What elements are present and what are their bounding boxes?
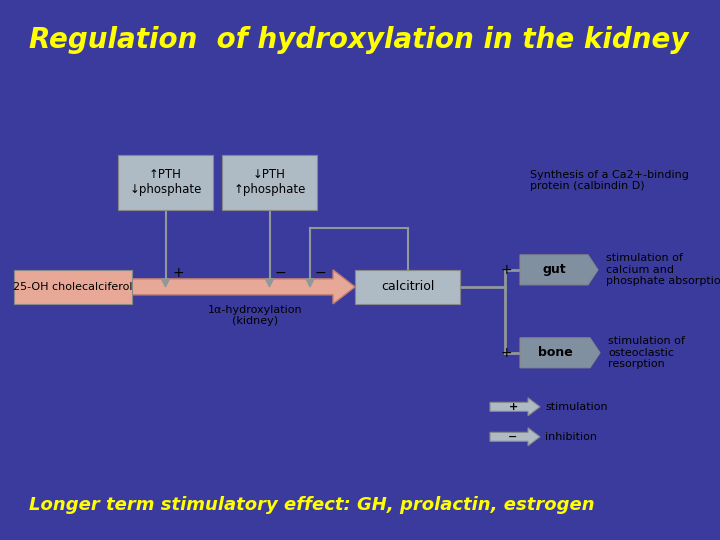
Polygon shape bbox=[490, 398, 540, 416]
Text: Synthesis of a Ca2+-binding
protein (calbindin D): Synthesis of a Ca2+-binding protein (cal… bbox=[530, 170, 689, 192]
Text: inhibition: inhibition bbox=[545, 432, 597, 442]
Text: calcitriol: calcitriol bbox=[381, 280, 434, 293]
FancyBboxPatch shape bbox=[355, 270, 460, 304]
Polygon shape bbox=[306, 279, 314, 287]
Polygon shape bbox=[520, 338, 600, 368]
Text: 25-OH cholecalciferol: 25-OH cholecalciferol bbox=[13, 282, 132, 292]
Text: +: + bbox=[500, 346, 512, 360]
Polygon shape bbox=[520, 255, 598, 285]
FancyBboxPatch shape bbox=[118, 155, 213, 210]
Text: −: − bbox=[274, 266, 286, 280]
Polygon shape bbox=[161, 279, 169, 287]
Text: ↑PTH
↓phosphate: ↑PTH ↓phosphate bbox=[130, 168, 202, 197]
Text: −: − bbox=[315, 266, 327, 280]
Text: Longer term stimulatory effect: GH, prolactin, estrogen: Longer term stimulatory effect: GH, prol… bbox=[29, 496, 595, 514]
Polygon shape bbox=[490, 428, 540, 446]
FancyBboxPatch shape bbox=[222, 155, 317, 210]
Text: +: + bbox=[500, 263, 512, 277]
Text: Regulation  of hydroxylation in the kidney: Regulation of hydroxylation in the kidne… bbox=[29, 26, 688, 54]
Text: −: − bbox=[508, 432, 518, 442]
Text: gut: gut bbox=[542, 264, 566, 276]
Text: +: + bbox=[173, 266, 184, 280]
Text: 1α-hydroxylation
(kidney): 1α-hydroxylation (kidney) bbox=[207, 305, 302, 327]
FancyBboxPatch shape bbox=[14, 270, 132, 304]
Text: +: + bbox=[508, 402, 518, 412]
Text: stimulation of
calcium and
phosphate absorption: stimulation of calcium and phosphate abs… bbox=[606, 253, 720, 286]
Polygon shape bbox=[266, 279, 274, 287]
Polygon shape bbox=[132, 270, 355, 304]
Text: ↓PTH
↑phosphate: ↓PTH ↑phosphate bbox=[233, 168, 306, 197]
Text: bone: bone bbox=[538, 346, 572, 359]
Text: stimulation of
osteoclastic
resorption: stimulation of osteoclastic resorption bbox=[608, 336, 685, 369]
Text: stimulation: stimulation bbox=[545, 402, 608, 412]
